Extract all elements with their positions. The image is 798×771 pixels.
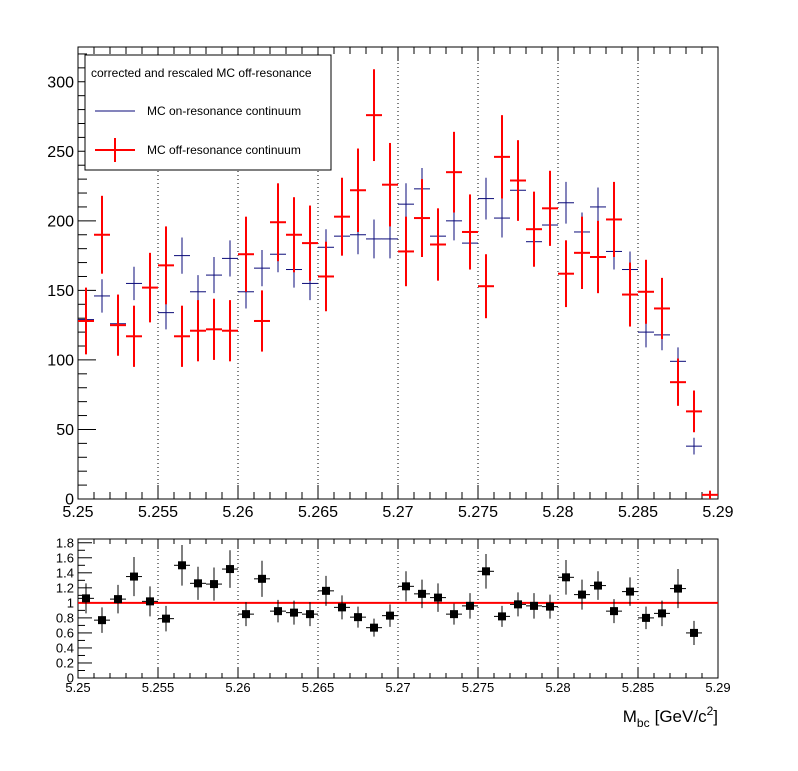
x-tick-label: 5.27	[382, 504, 413, 521]
x-tick-label: 5.28	[542, 504, 573, 521]
y-tick-label: 0.6	[56, 625, 74, 640]
x-tick-label: 5.255	[138, 504, 178, 521]
data-point-marker	[146, 597, 154, 606]
x-axis-title-unit: [GeV/c	[655, 707, 707, 726]
data-point-marker	[466, 601, 474, 610]
data-point-marker	[418, 589, 426, 598]
data-point-marker	[514, 600, 522, 609]
y-tick-label: 0	[67, 671, 74, 686]
x-axis-title-sub: bc	[637, 716, 650, 730]
x-tick-label: 5.29	[702, 504, 733, 521]
data-point-marker	[562, 573, 570, 582]
data-point-marker	[338, 603, 346, 612]
x-tick-label: 5.25	[62, 504, 93, 521]
data-point-marker	[386, 611, 394, 620]
x-tick-label: 5.275	[458, 504, 498, 521]
x-tick-label: 5.26	[225, 680, 250, 695]
y-tick-label: 1	[67, 595, 74, 610]
x-axis-title-close: ]	[713, 707, 718, 726]
y-tick-label: 1.4	[56, 565, 74, 580]
data-point-marker	[114, 595, 122, 604]
data-point-marker	[482, 567, 490, 576]
x-tick-label: 5.275	[462, 680, 495, 695]
legend-label-on-resonance: MC on-resonance continuum	[147, 104, 301, 118]
y-tick-label: 250	[47, 144, 74, 161]
data-point-marker	[546, 602, 554, 611]
data-point-marker	[530, 601, 538, 610]
data-series-1	[78, 69, 718, 499]
data-point-marker	[402, 582, 410, 591]
x-tick-label: 5.285	[618, 504, 658, 521]
data-point-marker	[306, 610, 314, 619]
data-point-marker	[610, 607, 618, 616]
data-point-marker	[354, 613, 362, 622]
y-tick-label: 50	[56, 422, 74, 439]
x-tick-label: 5.25	[65, 680, 90, 695]
data-point-marker	[642, 613, 650, 622]
legend-label-off-resonance: MC off-resonance continuum	[147, 143, 301, 157]
y-tick-label: 1.2	[56, 580, 74, 595]
y-tick-label: 0.4	[56, 640, 74, 655]
y-tick-label: 300	[47, 74, 74, 91]
x-tick-label: 5.285	[622, 680, 655, 695]
y-tick-label: 150	[47, 283, 74, 300]
data-point-marker	[162, 614, 170, 623]
y-tick-label: 0.8	[56, 610, 74, 625]
y-tick-label: 1.8	[56, 535, 74, 550]
data-point-marker	[242, 610, 250, 619]
data-point-marker	[370, 623, 378, 632]
x-axis-title: Mbc [GeV/c2]	[623, 704, 718, 730]
x-tick-label: 5.29	[705, 680, 730, 695]
data-point-marker	[434, 593, 442, 602]
y-tick-label: 200	[47, 213, 74, 230]
data-point-marker	[690, 628, 698, 637]
y-tick-label: 100	[47, 353, 74, 370]
data-point-marker	[498, 612, 506, 621]
legend: corrected and rescaled MC off-resonance …	[84, 54, 332, 171]
main-plot-panel: 5.25 5.255 5.26 5.265 5.27 5.275 5.28 5.285 5.29…	[47, 46, 734, 521]
data-point-marker	[82, 594, 90, 603]
y-tick-label: 0.2	[56, 656, 74, 671]
data-point-marker	[578, 590, 586, 599]
data-point-marker	[450, 610, 458, 619]
data-point-marker	[626, 587, 634, 596]
y-tick-label: 0	[65, 492, 74, 509]
x-axis-title-sup: 2	[707, 704, 714, 718]
x-tick-label: 5.265	[302, 680, 335, 695]
legend-title: corrected and rescaled MC off-resonance	[91, 66, 312, 80]
data-point-marker	[98, 616, 106, 625]
data-point-marker	[274, 607, 282, 616]
x-tick-label: 5.27	[385, 680, 410, 695]
data-point-marker	[130, 572, 138, 581]
x-tick-label: 5.265	[298, 504, 338, 521]
data-point-marker	[194, 579, 202, 588]
data-point-marker	[178, 561, 186, 570]
data-point-marker	[674, 584, 682, 593]
data-point-marker	[226, 565, 234, 574]
data-point-marker	[290, 608, 298, 617]
data-point-marker	[594, 581, 602, 590]
data-point-marker	[210, 580, 218, 589]
y-tick-label: 1.6	[56, 550, 74, 565]
x-tick-label: 5.255	[142, 680, 175, 695]
ratio-plot-panel: 5.25 5.255 5.26 5.265 5.27 5.275 5.28 5.285 5.29…	[56, 535, 731, 695]
data-point-marker	[258, 574, 266, 583]
x-axis-title-main: M	[623, 707, 637, 726]
data-series-0	[78, 545, 702, 645]
x-tick-label: 5.26	[222, 504, 253, 521]
data-point-marker	[658, 609, 666, 618]
x-tick-label: 5.28	[545, 680, 570, 695]
data-point-marker	[322, 586, 330, 595]
